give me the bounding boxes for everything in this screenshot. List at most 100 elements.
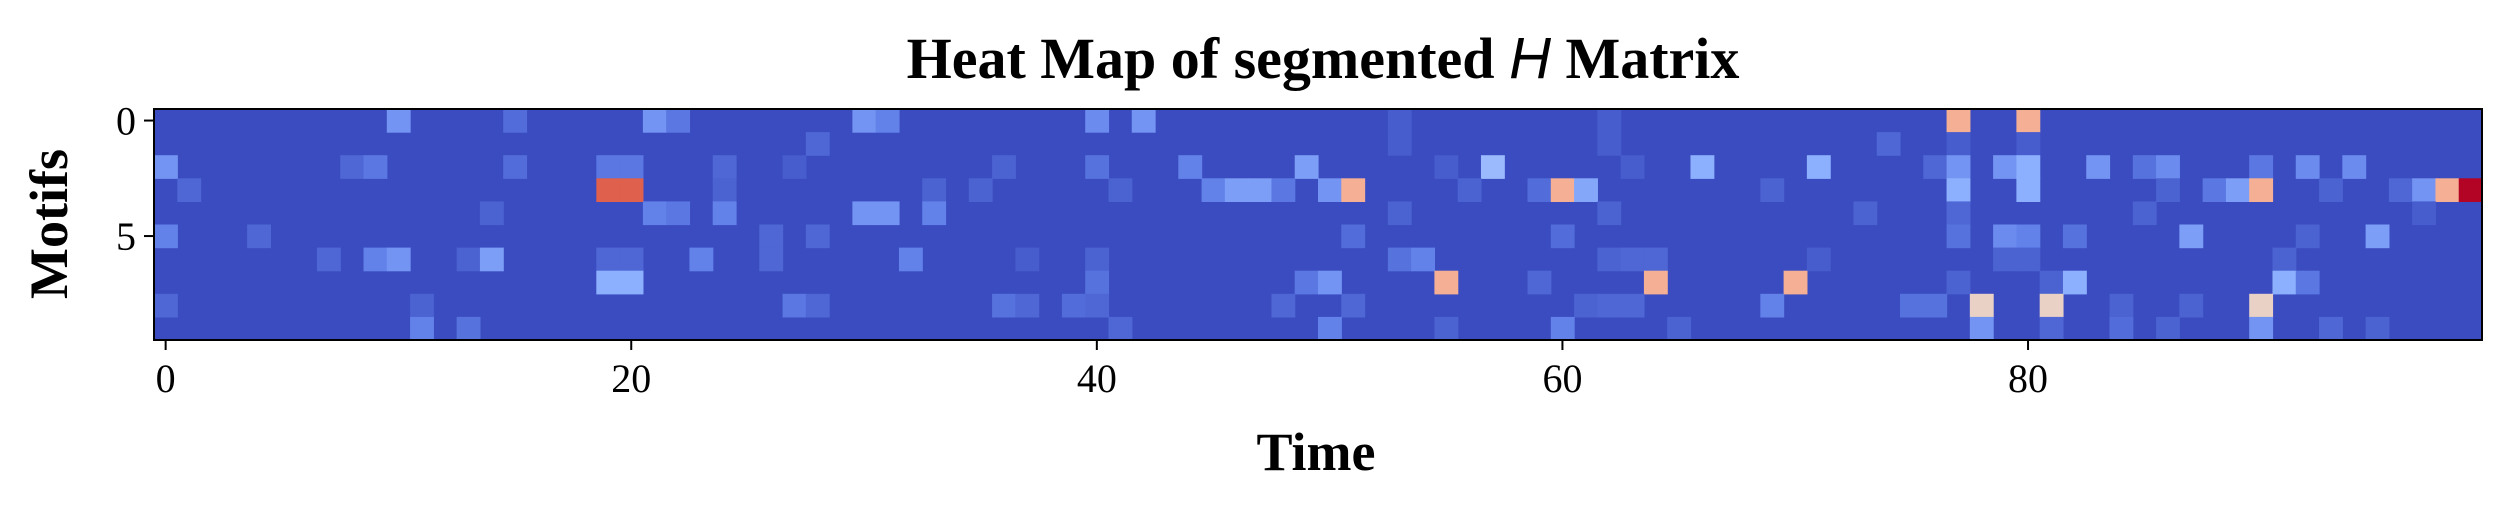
- heatmap-cell: [898, 247, 923, 272]
- heatmap-cell: [2295, 270, 2320, 295]
- heatmap-cell: [642, 201, 667, 226]
- heatmap-cell: [1574, 178, 1598, 202]
- heatmap-cell: [1946, 270, 1971, 295]
- heatmap-cell: [410, 293, 434, 318]
- heatmap-cell: [1387, 109, 1412, 133]
- heatmap-cell: [1690, 155, 1715, 179]
- heatmap-cell: [1993, 155, 2017, 179]
- heatmap-cell: [1620, 155, 1645, 179]
- heatmap-cell: [1643, 270, 1668, 295]
- heatmap-cell: [386, 247, 411, 272]
- heatmap-cell: [596, 155, 621, 179]
- heatmap-cell: [875, 109, 900, 133]
- heatmap-cell: [1923, 155, 1948, 179]
- heatmap-cell: [2458, 178, 2483, 202]
- heatmap-cell: [2016, 178, 2041, 202]
- heatmap-cell: [479, 247, 504, 272]
- heatmap-cell: [1341, 293, 1366, 318]
- heatmap-cell: [177, 178, 202, 202]
- heatmap-cell: [2249, 155, 2274, 179]
- heatmap-cell: [1224, 178, 1249, 202]
- heatmap-cell: [2132, 201, 2157, 226]
- heatmap-cell: [2016, 247, 2041, 272]
- heatmap-cell: [666, 201, 691, 226]
- heatmap-cell: [1806, 155, 1831, 179]
- heatmap-cell: [2062, 270, 2087, 295]
- heatmap-cell: [1946, 155, 1971, 179]
- heatmap-cell: [1597, 293, 1622, 318]
- heatmap-cells: [154, 109, 2483, 341]
- heatmap-cell: [992, 293, 1016, 318]
- heatmap-cell: [503, 109, 528, 133]
- heatmap-cell: [2039, 316, 2064, 341]
- heatmap-cell: [247, 224, 271, 249]
- heatmap-cell: [154, 293, 178, 318]
- heatmap-cell: [1550, 178, 1575, 202]
- heatmap-cell: [1993, 247, 2017, 272]
- heatmap-cell: [2179, 293, 2204, 318]
- heatmap-cell: [1387, 201, 1412, 226]
- heatmap-cell: [1597, 109, 1622, 133]
- heatmap-cell: [1946, 109, 1971, 133]
- heatmap-cell: [1643, 247, 1668, 272]
- heatmap-cell: [1271, 293, 1296, 318]
- heatmap-cell: [1527, 270, 1552, 295]
- heatmap-cell: [2086, 155, 2111, 179]
- heatmap-cell: [922, 178, 947, 202]
- heatmap-cell: [1434, 316, 1459, 341]
- heatmap-cell: [154, 224, 178, 249]
- heatmap-cell: [410, 316, 434, 341]
- heatmap-cell: [1900, 293, 1924, 318]
- heatmap-cell: [782, 155, 807, 179]
- heatmap-cell: [875, 201, 900, 226]
- heatmap-cell: [1876, 132, 1901, 156]
- heatmap-cell: [2342, 155, 2367, 179]
- heatmap-cell: [1597, 247, 1622, 272]
- heatmap-cell: [1946, 224, 1971, 249]
- heatmap-cell: [712, 155, 737, 179]
- heatmap-cell: [1550, 316, 1575, 341]
- heatmap-cell: [2249, 293, 2274, 318]
- heatmap-cell: [2156, 155, 2180, 179]
- heatmap-cell: [1341, 178, 1366, 202]
- x-axis: 0 20 40 60 80: [156, 340, 2048, 401]
- heatmap-cell: [2016, 155, 2041, 179]
- heatmap-cell: [1015, 247, 1040, 272]
- heatmap-cell: [2435, 178, 2460, 202]
- y-tick-label: 0: [116, 99, 136, 144]
- heatmap-cell: [1061, 293, 1086, 318]
- heatmap-cell: [2388, 178, 2413, 202]
- heatmap-cell: [1131, 109, 1156, 133]
- x-tick-label: 80: [2008, 356, 2048, 401]
- heatmap-cell: [1294, 155, 1319, 179]
- heatmap-cell: [503, 155, 528, 179]
- heatmap-cell: [596, 178, 621, 202]
- x-tick-label: 40: [1077, 356, 1117, 401]
- heatmap-cell: [1108, 316, 1133, 341]
- heatmap-cell: [1946, 132, 1971, 156]
- heatmap-cell: [712, 178, 737, 202]
- heatmap-cell: [2132, 155, 2157, 179]
- heatmap-cell: [1178, 155, 1203, 179]
- heatmap-cell: [619, 178, 644, 202]
- heatmap-cell: [2156, 316, 2180, 341]
- heatmap-cell: [316, 247, 341, 272]
- heatmap-cell: [2039, 270, 2064, 295]
- heatmap-cell: [2412, 178, 2437, 202]
- y-tick-label: 5: [116, 214, 136, 259]
- heatmap-cell: [619, 270, 644, 295]
- heatmap-cell: [1434, 270, 1459, 295]
- heatmap-cell: [1085, 155, 1110, 179]
- heatmap-cell: [805, 293, 830, 318]
- heatmap-cell: [805, 224, 830, 249]
- heatmap-cell: [1271, 178, 1296, 202]
- heatmap-cell: [1806, 247, 1831, 272]
- heatmap-cell: [1969, 293, 1994, 318]
- heatmap-cell: [363, 155, 388, 179]
- heatmap-cell: [2109, 316, 2134, 341]
- title-suffix: Matrix: [1551, 26, 1739, 91]
- heatmap-cell: [2039, 293, 2064, 318]
- heatmap-background: [154, 109, 2482, 340]
- heatmap-cell: [2365, 224, 2390, 249]
- heatmap-cell: [689, 247, 714, 272]
